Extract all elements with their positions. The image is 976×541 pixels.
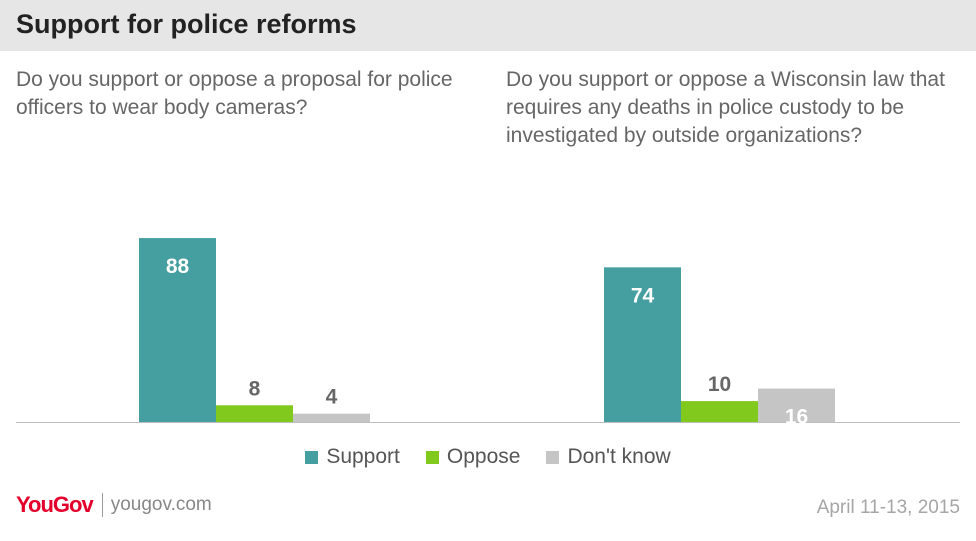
legend-item-support: Support — [305, 445, 400, 469]
data-label-panel1-dont-know: 4 — [326, 386, 338, 409]
legend-item-oppose: Oppose — [425, 445, 521, 469]
legend-label-oppose: Oppose — [446, 445, 521, 468]
bar-panel2-support — [604, 267, 681, 422]
question-1: Do you support or oppose a proposal for … — [16, 68, 453, 119]
data-label-panel2-support: 74 — [631, 284, 655, 307]
legend-label-dont-know: Don't know — [567, 445, 671, 468]
bar-panel1-oppose — [216, 405, 293, 422]
legend-item-dont-know: Don't know — [546, 445, 671, 469]
chart-legend: Support Oppose Don't know — [0, 442, 976, 472]
logo-divider — [101, 493, 103, 517]
legend-swatch-support — [305, 450, 319, 464]
legend-swatch-dont-know — [546, 450, 560, 464]
bar-panel1-dont-know — [293, 413, 370, 422]
footer-url[interactable]: yougov.com — [110, 494, 212, 515]
bar-panel2-dont-know — [758, 388, 835, 422]
bar-panel2-oppose — [681, 401, 758, 422]
data-label-panel2-oppose: 10 — [708, 373, 731, 396]
question-2: Do you support or oppose a Wisconsin law… — [506, 68, 945, 147]
title-bar: Support for police reforms — [0, 0, 976, 51]
logo-wordmark: YouGov — [16, 492, 94, 517]
data-label-panel1-support: 88 — [166, 255, 190, 278]
legend-swatch-oppose — [425, 450, 439, 464]
data-label-panel2-dont-know: 16 — [785, 406, 808, 429]
data-label-panel1-oppose: 8 — [249, 377, 261, 400]
legend-label-support: Support — [326, 445, 400, 468]
yougov-logo: YouGov yougov.com — [16, 492, 212, 518]
survey-date: April 11-13, 2015 — [816, 497, 960, 518]
bar-panel1-support — [139, 238, 216, 422]
chart-title: Support for police reforms — [16, 9, 357, 39]
